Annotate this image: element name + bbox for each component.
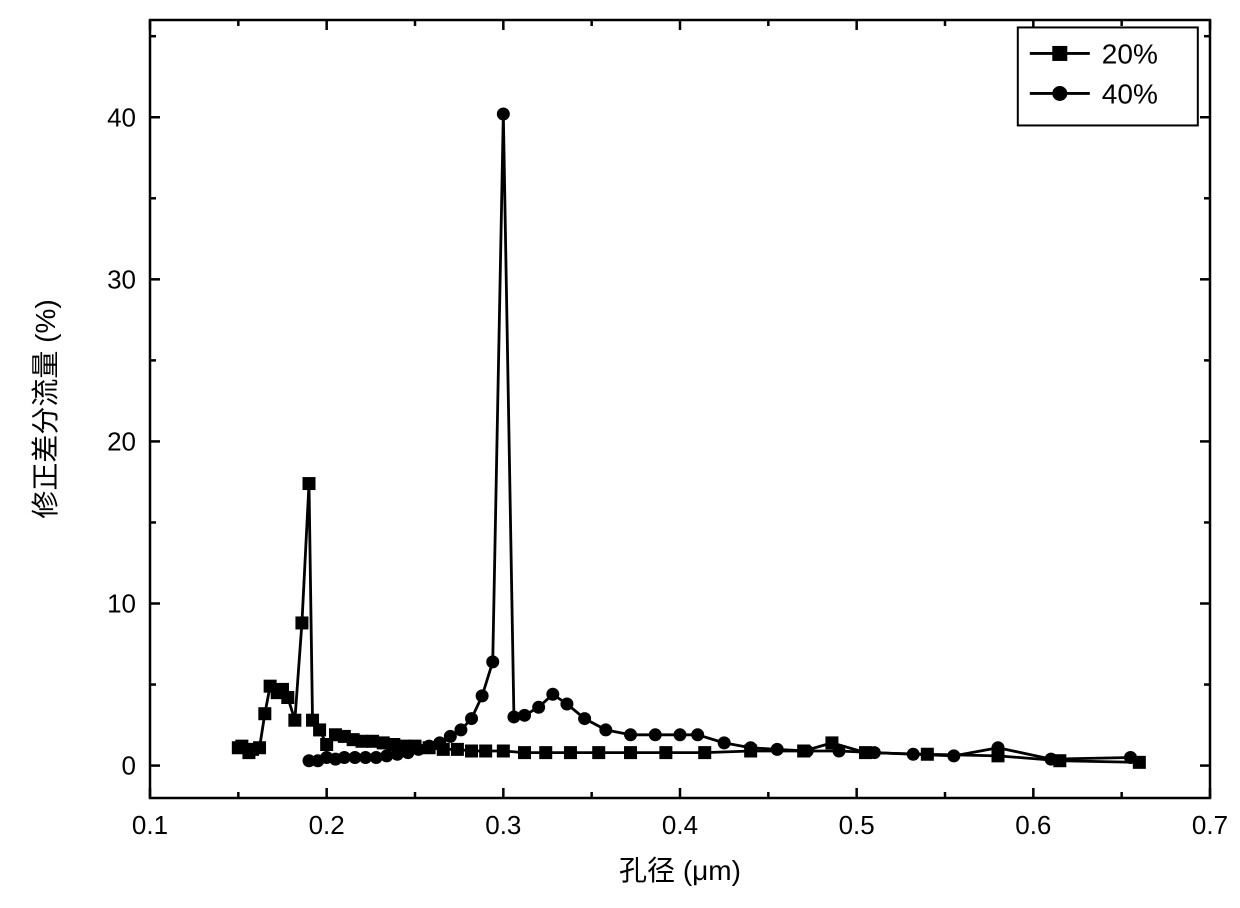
y-tick-label: 20 [107, 427, 136, 457]
x-tick-label: 0.4 [662, 810, 698, 840]
y-tick-label: 10 [107, 589, 136, 619]
x-tick-label: 0.3 [485, 810, 521, 840]
y-tick-label: 0 [122, 751, 136, 781]
x-tick-label: 0.2 [309, 810, 345, 840]
pore-size-distribution-chart: 0.1 0.2 0.3 0.4 0.5 0.6 0.7 0 10 20 30 40 孔径 (μm) 修正差… [0, 0, 1240, 908]
legend-label: 20% [1102, 38, 1158, 69]
chart-container: 0.1 0.2 0.3 0.4 0.5 0.6 0.7 0 10 20 30 40 孔径 (μm) 修正差… [0, 0, 1240, 908]
y-axis-label: 修正差分流量 (%) [30, 299, 61, 518]
legend: 20%40% [1018, 27, 1198, 125]
x-tick-label: 0.5 [839, 810, 875, 840]
x-tick-label: 0.6 [1015, 810, 1051, 840]
legend-label: 40% [1102, 78, 1158, 109]
x-axis-label: 孔径 (μm) [619, 855, 741, 886]
y-tick-label: 40 [107, 102, 136, 132]
x-tick-label: 0.1 [132, 810, 168, 840]
x-tick-label: 0.7 [1192, 810, 1228, 840]
y-tick-label: 30 [107, 264, 136, 294]
